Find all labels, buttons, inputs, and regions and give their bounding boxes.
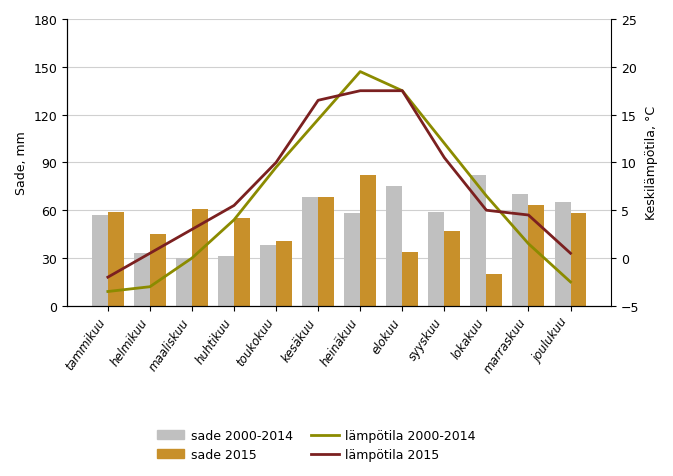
Bar — [150, 235, 166, 306]
Bar — [360, 176, 376, 306]
Y-axis label: Keskilämpötila, °C: Keskilämpötila, °C — [645, 106, 658, 220]
Bar — [302, 198, 318, 306]
Bar — [444, 231, 460, 306]
Bar — [176, 258, 192, 306]
Bar — [318, 198, 334, 306]
Bar — [108, 212, 124, 306]
Bar — [512, 195, 528, 306]
Bar — [218, 257, 234, 306]
Bar — [276, 241, 292, 306]
Bar — [192, 209, 208, 306]
Bar — [555, 203, 571, 306]
Bar — [528, 206, 544, 306]
Bar — [470, 176, 487, 306]
Bar — [487, 274, 502, 306]
Bar — [344, 214, 360, 306]
Bar — [134, 254, 150, 306]
Bar — [260, 246, 276, 306]
Bar — [386, 187, 402, 306]
Bar — [571, 214, 586, 306]
Bar — [92, 216, 108, 306]
Legend: sade 2000-2014, sade 2015, lämpötila 2000-2014, lämpötila 2015: sade 2000-2014, sade 2015, lämpötila 200… — [153, 426, 479, 465]
Bar — [234, 219, 250, 306]
Bar — [402, 252, 418, 306]
Y-axis label: Sade, mm: Sade, mm — [15, 131, 28, 195]
Bar — [428, 212, 444, 306]
